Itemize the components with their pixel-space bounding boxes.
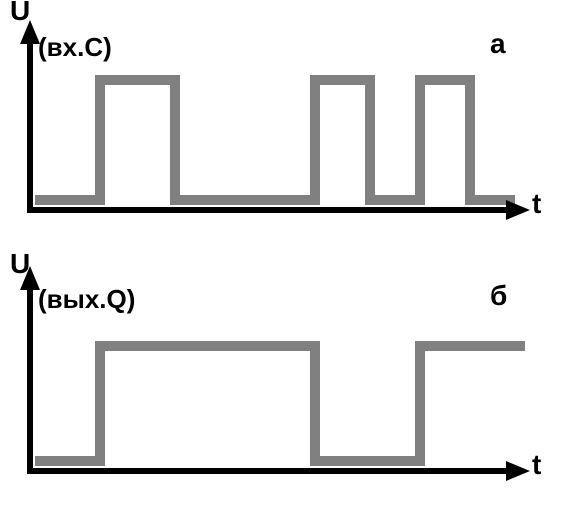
x-axis-label-a: t [532, 188, 541, 220]
signal-label-a: (вх.C) [38, 32, 112, 63]
panel-label-b: б [490, 280, 507, 312]
y-axis-label-a: U [10, 0, 30, 27]
timing-panel-a: U (вх.C) а t [0, 0, 563, 256]
panel-label-a: а [490, 28, 506, 60]
y-axis-label-b: U [10, 248, 30, 280]
waveform-a [40, 80, 510, 200]
signal-label-b: (вых.Q) [38, 284, 135, 315]
timing-panel-b: U (вых.Q) б t [0, 256, 563, 513]
x-axis-label-b: t [532, 449, 541, 481]
waveform-b [40, 346, 520, 461]
